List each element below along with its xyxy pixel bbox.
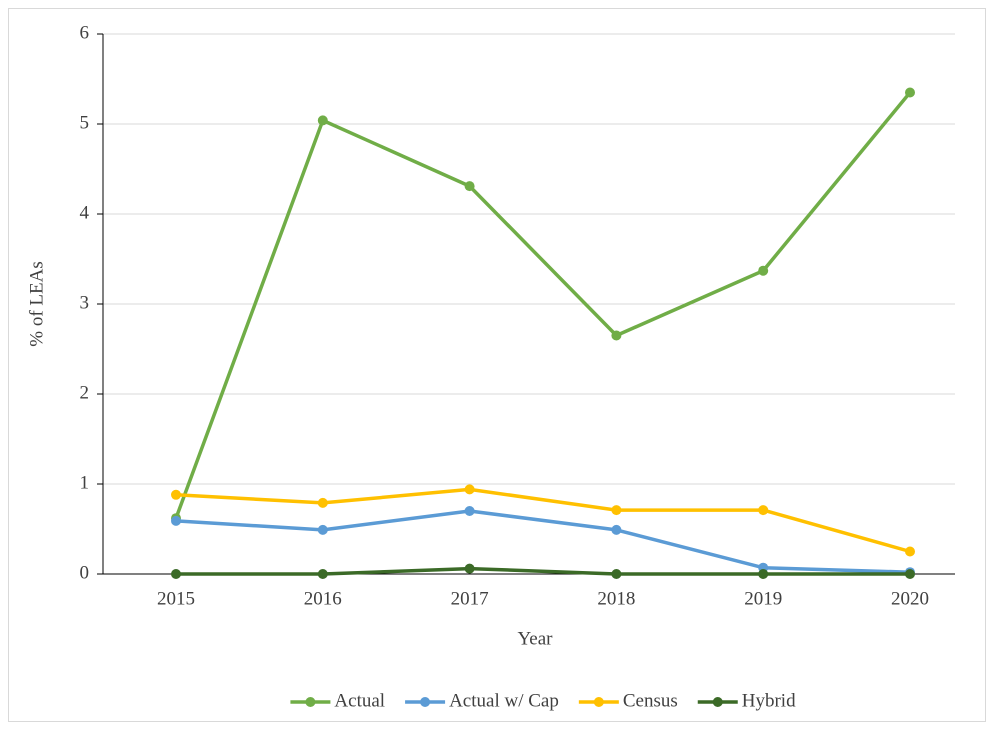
series-line (174, 91, 912, 519)
point (171, 489, 181, 500)
y-tick-label: 1 (80, 472, 90, 493)
y-tick-label: 0 (80, 562, 90, 583)
x-tick-label: 2017 (451, 588, 489, 609)
point (611, 524, 622, 535)
y-tick-label: 5 (80, 112, 90, 133)
y-tick-label: 6 (80, 22, 90, 43)
point (611, 569, 622, 579)
legend-label: Census (623, 690, 678, 711)
point (317, 115, 328, 126)
point (171, 515, 181, 526)
x-tick-label: 2016 (304, 588, 342, 609)
point (758, 569, 769, 579)
legend-label: Actual (334, 690, 385, 711)
point (905, 546, 915, 557)
y-tick-label: 3 (80, 292, 90, 313)
x-axis-label: Year (517, 628, 553, 649)
point (758, 505, 769, 516)
x-tick-label: 2018 (597, 588, 635, 609)
x-tick-label: 2015 (157, 588, 195, 609)
series-line (175, 509, 911, 574)
point (317, 569, 328, 579)
point (317, 497, 328, 508)
legend-marker (420, 697, 431, 707)
point (464, 506, 475, 516)
point (464, 563, 475, 574)
y-tick-label: 2 (80, 382, 90, 403)
point (464, 484, 475, 495)
point (464, 181, 475, 192)
legend-label: Actual w/ Cap (449, 690, 559, 711)
point (905, 87, 915, 98)
x-tick-label: 2019 (744, 588, 782, 609)
x-tick-label: 2020 (891, 588, 929, 609)
series-line (175, 487, 911, 554)
point (905, 569, 915, 579)
point (317, 524, 328, 535)
series-line (176, 566, 910, 576)
chart-border (8, 8, 986, 722)
legend-marker (712, 697, 723, 707)
legend-marker (305, 697, 316, 707)
point (611, 505, 622, 516)
point (171, 569, 181, 579)
legend-label: Hybrid (742, 690, 796, 711)
point (611, 330, 622, 341)
point (758, 265, 769, 276)
y-axis-label: % of LEAs (26, 261, 47, 346)
y-tick-label: 4 (80, 202, 90, 223)
legend-marker (593, 697, 604, 707)
